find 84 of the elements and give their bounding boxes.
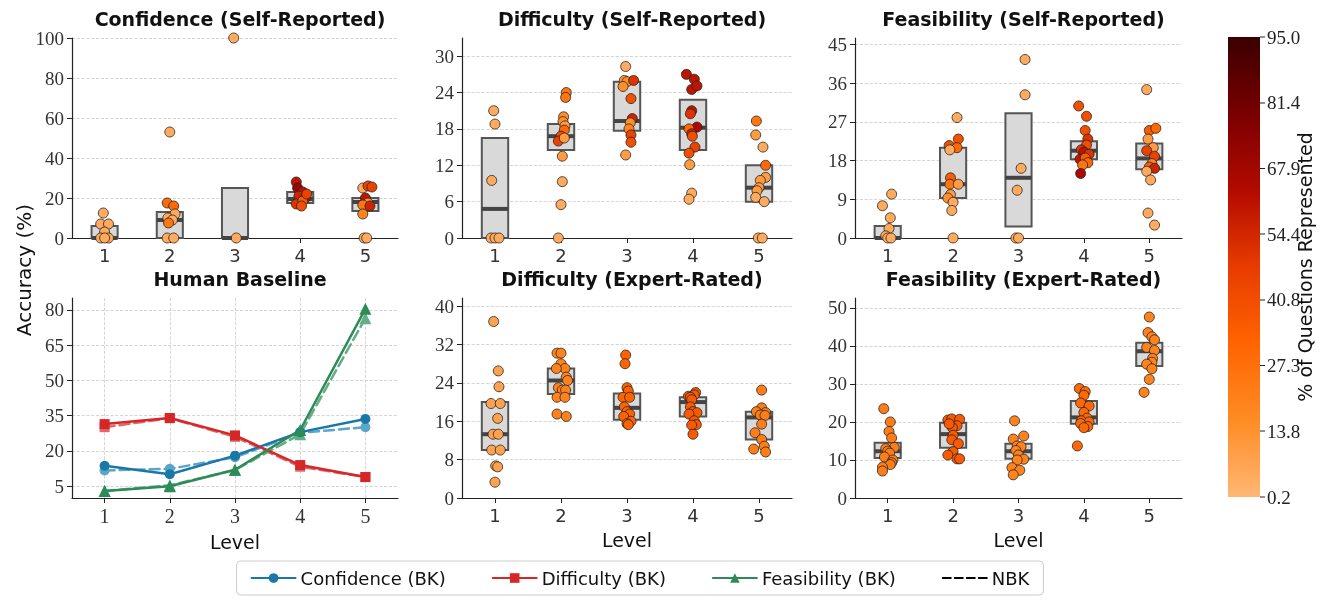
- y-tick-label: 27: [828, 111, 847, 133]
- x-tick-label: 4: [1078, 244, 1090, 266]
- color-bar-label: 13.8: [1267, 420, 1301, 442]
- y-tick-label: 80: [45, 299, 64, 321]
- x-tick-label: 2: [555, 504, 567, 526]
- y-tick-label: 40: [435, 295, 454, 317]
- y-tick-label: 20: [828, 411, 847, 433]
- x-tick-label: 1: [98, 244, 111, 266]
- x-tick-label: 5: [753, 244, 765, 266]
- y-tick-label: 24: [435, 82, 455, 104]
- y-tick-label: 50: [45, 369, 64, 391]
- x-tick-label: 2: [164, 505, 175, 527]
- y-tick-label: 10: [828, 449, 847, 471]
- y-tick-label: 30: [435, 45, 454, 67]
- y-tick-label: 50: [828, 297, 847, 319]
- y-tick-label: 20: [45, 187, 64, 209]
- x-tick-label: 3: [621, 504, 633, 526]
- x-tick-label: 5: [753, 504, 765, 526]
- y-tick-label: 40: [45, 147, 64, 169]
- y-tick-label: 32: [435, 334, 454, 356]
- chart-title: Difficulty (Expert-Rated): [501, 267, 763, 290]
- x-tick-label: 2: [947, 504, 959, 526]
- x-tick-label: 1: [489, 244, 501, 266]
- chart-title: Human Baseline: [153, 267, 327, 290]
- legend-label: NBK: [991, 567, 1031, 589]
- y-tick-label: 24: [435, 372, 455, 394]
- legend-label: Feasibility (BK): [761, 567, 896, 589]
- y-tick-label: 0: [54, 227, 64, 249]
- chart-title: Feasibility (Self-Reported): [882, 7, 1165, 30]
- y-tick-label: 5: [54, 475, 64, 497]
- x-tick-label: 2: [555, 244, 567, 266]
- x-tick-label: 5: [1143, 504, 1156, 526]
- y-tick-label: 35: [45, 405, 64, 427]
- y-tick-label: 18: [828, 150, 847, 172]
- x-tick-label: 2: [164, 244, 176, 266]
- legend-label: Difficulty (BK): [541, 567, 666, 589]
- x-axis-title: Level: [601, 528, 653, 551]
- chart-title: Feasibility (Expert-Rated): [885, 267, 1162, 290]
- x-tick-label: 5: [360, 505, 371, 527]
- y-tick-label: 45: [828, 33, 847, 55]
- y-tick-label: 12: [435, 154, 454, 176]
- y-tick-label: 65: [45, 334, 64, 356]
- legend-label: Confidence (BK): [300, 567, 446, 589]
- x-tick-label: 4: [1078, 504, 1090, 526]
- y-tick-label: 36: [828, 72, 847, 94]
- x-tick-label: 1: [99, 505, 110, 527]
- x-axis-title: Level: [993, 528, 1044, 551]
- y-tick-label: 16: [435, 410, 454, 432]
- x-tick-label: 1: [881, 504, 894, 526]
- y-tick-label: 9: [837, 188, 847, 210]
- x-tick-label: 5: [1143, 244, 1156, 266]
- y-tick-label: 20: [45, 440, 64, 462]
- y-axis-title: Accuracy (%): [12, 203, 36, 337]
- chart-title: Confidence (Self-Reported): [94, 7, 386, 30]
- y-tick-label: 8: [444, 449, 454, 471]
- color-bar-label: 0.2: [1267, 486, 1291, 508]
- x-tick-label: 4: [295, 505, 306, 527]
- x-tick-label: 1: [489, 504, 501, 526]
- x-tick-label: 3: [1012, 244, 1025, 266]
- x-tick-label: 3: [1012, 504, 1025, 526]
- x-tick-label: 3: [230, 505, 240, 527]
- x-tick-label: 5: [359, 244, 372, 266]
- x-tick-label: 3: [229, 244, 241, 266]
- y-tick-label: 100: [35, 27, 64, 49]
- x-tick-label: 1: [881, 244, 894, 266]
- y-tick-label: 18: [435, 118, 454, 140]
- y-tick-label: 6: [444, 191, 454, 213]
- chart-title: Difficulty (Self-Reported): [497, 7, 767, 30]
- y-tick-label: 30: [828, 373, 847, 395]
- x-tick-label: 4: [687, 504, 699, 526]
- y-tick-label: 60: [45, 107, 64, 129]
- x-tick-label: 2: [947, 244, 959, 266]
- y-tick-label: 0: [837, 227, 847, 249]
- x-tick-label: 4: [687, 244, 699, 266]
- x-tick-label: 3: [621, 244, 633, 266]
- x-tick-label: 4: [294, 244, 306, 266]
- y-tick-label: 0: [444, 487, 454, 509]
- color-bar-label: 95.0: [1267, 26, 1301, 48]
- y-tick-label: 0: [837, 487, 847, 509]
- x-axis-title: Level: [209, 530, 261, 553]
- y-tick-label: 40: [828, 335, 847, 357]
- color-bar-label: 81.4: [1267, 92, 1301, 114]
- y-tick-label: 0: [444, 227, 454, 249]
- y-tick-label: 80: [45, 67, 64, 89]
